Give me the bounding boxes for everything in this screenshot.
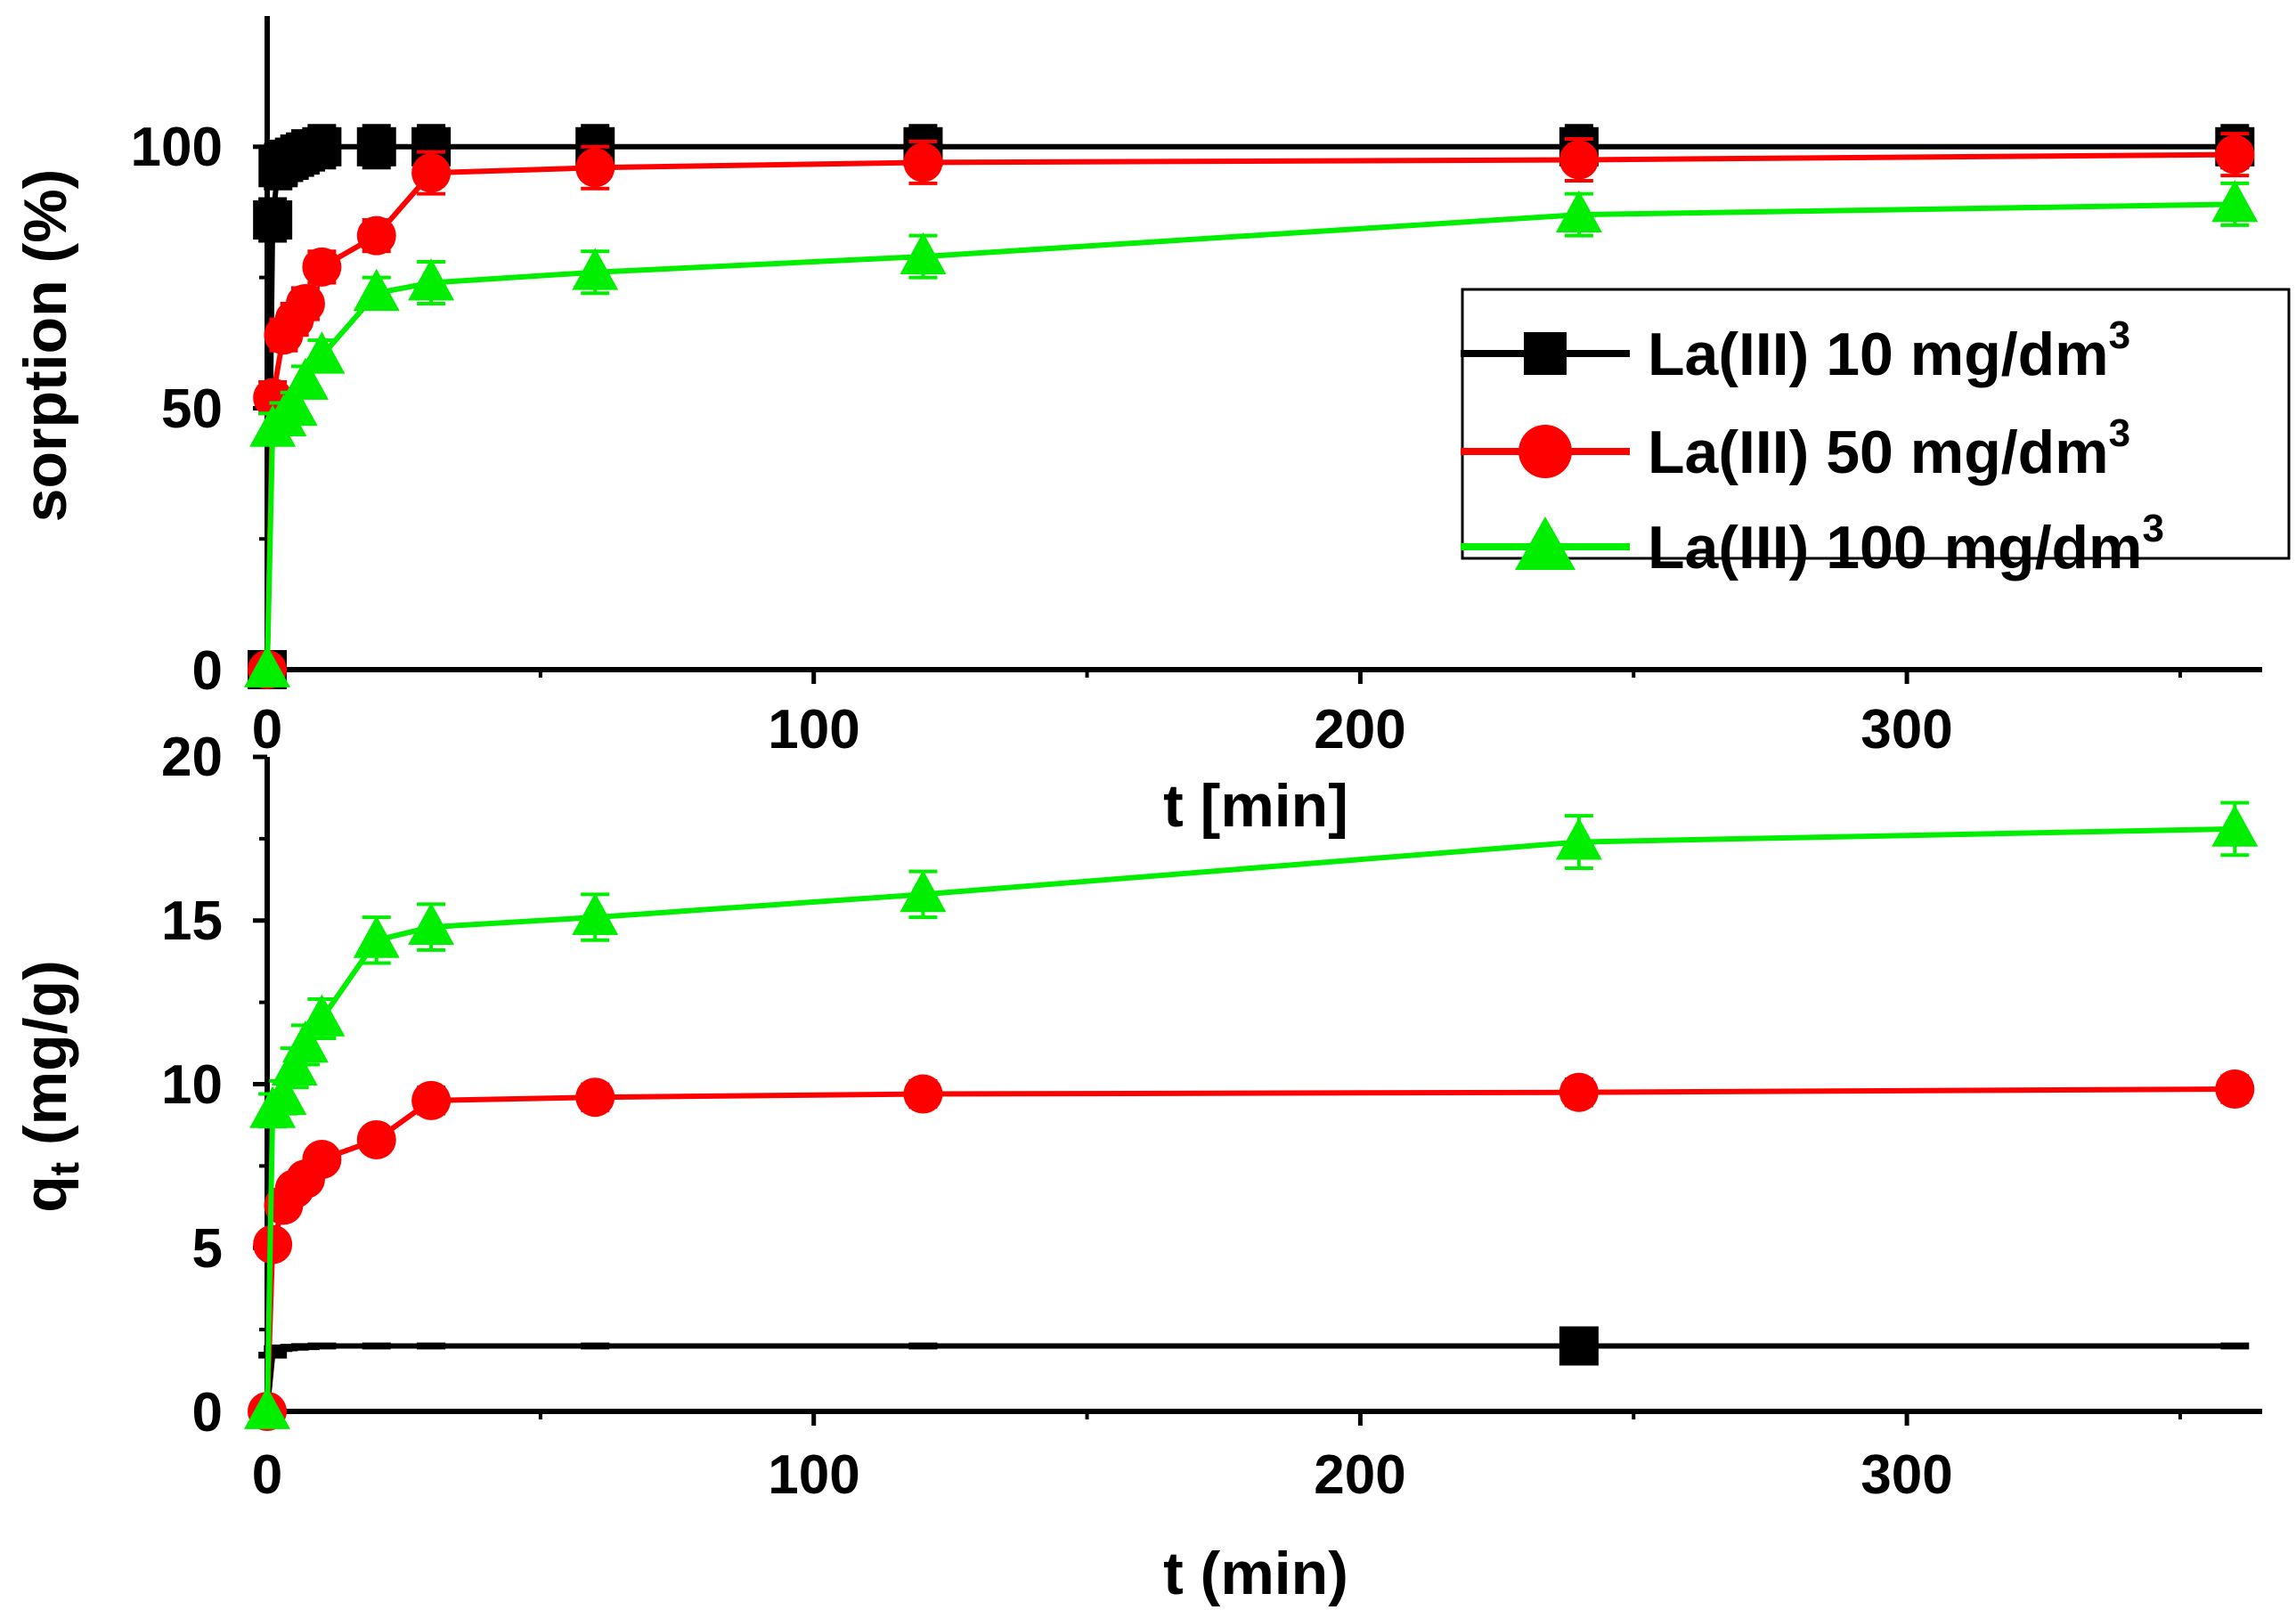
bottom-data-point-triangle <box>2211 804 2259 847</box>
bottom-data-point-triangle <box>298 994 346 1037</box>
bottom-data-point-triangle <box>900 869 947 913</box>
bottom-ytick-label: 15 <box>161 890 223 952</box>
top-data-point-triangle <box>244 645 290 687</box>
bottom-series-2 <box>248 1069 2255 1431</box>
legend-label-50-sup: 3 <box>2109 411 2130 455</box>
bottom-series-line <box>265 825 2235 1412</box>
bottom-data-point-circle <box>302 1140 342 1180</box>
top-ytick-label: 100 <box>131 117 223 178</box>
bottom-data-point-triangle <box>572 892 619 935</box>
top-x-axis-label: t [min] <box>1163 772 1348 840</box>
top-data-point-circle <box>1559 140 1599 180</box>
bottom-data-point-circle <box>2215 1069 2255 1110</box>
bottom-xtick-label: 100 <box>768 1444 859 1506</box>
top-data-point-triangle <box>281 357 329 400</box>
sorption-panel: 0 50 100 0 100 200 300 t [min] sorption … <box>12 16 2262 840</box>
top-data-point-circle <box>2215 134 2255 175</box>
bottom-data-point-circle <box>411 1080 452 1120</box>
top-series-3 <box>244 179 2259 687</box>
top-series-2 <box>248 132 2255 689</box>
bottom-xtick-label: 200 <box>1314 1444 1405 1506</box>
top-ytick-label: 0 <box>192 640 223 702</box>
top-xtick-label: 0 <box>252 699 282 760</box>
bottom-data-point-circle <box>356 1119 396 1159</box>
bottom-data-point-triangle <box>281 1020 329 1063</box>
bottom-ytick-label: 5 <box>192 1218 223 1280</box>
bottom-series-line <box>265 1086 2235 1412</box>
top-data-point-circle <box>411 153 452 193</box>
bottom-x-axis-label: t (min) <box>1163 1540 1348 1607</box>
capacity-panel: 0 5 10 15 20 0 100 200 300 t (min) qt (m… <box>12 727 2262 1607</box>
legend-label-100-sup: 3 <box>2142 507 2163 550</box>
bottom-ytick-label: 0 <box>192 1382 223 1443</box>
bottom-series-3 <box>244 801 2259 1429</box>
top-data-point-circle <box>575 148 615 188</box>
top-series-layer <box>244 124 2259 689</box>
top-data-point-triangle <box>353 268 400 312</box>
bottom-ytick-label: 10 <box>161 1054 223 1116</box>
legend-box <box>1461 288 2291 560</box>
legend-label-10-sup: 3 <box>2109 313 2130 357</box>
top-data-point-square <box>253 200 293 240</box>
bottom-series-1 <box>258 1326 2250 1412</box>
bottom-data-point-triangle <box>408 902 455 945</box>
top-data-point-triangle <box>900 232 947 275</box>
top-data-point-circle <box>356 215 396 256</box>
top-xtick-label: 100 <box>768 699 859 760</box>
bottom-data-point-triangle <box>1555 817 1602 860</box>
bottom-y-axis-label: qt (mg/g) <box>12 960 87 1213</box>
top-data-point-triangle <box>298 331 346 374</box>
top-xtick-label: 200 <box>1314 699 1405 760</box>
bottom-data-point-circle <box>903 1074 943 1114</box>
bottom-data-point-triangle <box>244 1386 290 1429</box>
bottom-series-layer <box>244 801 2259 1431</box>
legend-square-marker <box>1524 332 1567 375</box>
bottom-y-label-rest: (mg/g) <box>12 960 79 1162</box>
top-data-point-triangle <box>572 248 619 290</box>
top-data-point-triangle <box>2211 179 2259 223</box>
bottom-data-point-square <box>1559 1326 1599 1366</box>
legend-label-10: La(III) 10 mg/dm3 <box>1648 313 2130 388</box>
top-ytick-label: 50 <box>161 378 223 440</box>
legend-entry: La(III) 10 mg/dm3 <box>1461 313 2130 388</box>
legend-label-50-text: La(III) 50 mg/dm <box>1648 419 2109 486</box>
bottom-data-point-triangle <box>353 915 400 958</box>
top-data-point-triangle <box>271 383 318 427</box>
bottom-data-point-triangle <box>260 1072 307 1116</box>
bottom-series-line <box>265 1343 2235 1412</box>
top-y-axis-label: sorption (%) <box>12 169 79 523</box>
legend-label-10-text: La(III) 10 mg/dm <box>1648 321 2109 388</box>
bottom-xtick-label: 0 <box>252 1444 282 1506</box>
legend-label-100-text: La(III) 100 mg/dm <box>1648 514 2142 581</box>
bottom-y-label-q: q <box>12 1175 79 1213</box>
legend-entry: La(III) 50 mg/dm3 <box>1461 411 2130 486</box>
legend-entry: La(III) 100 mg/dm3 <box>1461 507 2164 581</box>
top-data-point-square <box>356 126 396 167</box>
legend: La(III) 10 mg/dm3 La(III) 50 mg/dm3 La(I… <box>1461 288 2291 581</box>
top-data-point-square <box>302 126 342 167</box>
legend-triangle-marker <box>1515 516 1575 570</box>
bottom-ytick-label: 20 <box>161 727 223 788</box>
bottom-y-label-sub: t <box>41 1162 87 1175</box>
legend-label-100: La(III) 100 mg/dm3 <box>1648 507 2164 581</box>
bottom-data-point-circle <box>1559 1072 1599 1112</box>
bottom-xtick-label: 300 <box>1860 1444 1952 1506</box>
legend-label-50: La(III) 50 mg/dm3 <box>1648 411 2130 486</box>
top-data-point-circle <box>903 142 943 183</box>
legend-circle-marker <box>1518 425 1572 478</box>
top-xtick-label: 300 <box>1860 699 1952 760</box>
top-data-point-triangle <box>1555 190 1602 233</box>
top-data-point-circle <box>302 247 342 287</box>
top-data-point-circle <box>285 283 325 323</box>
bottom-data-point-circle <box>575 1077 615 1118</box>
top-data-point-triangle <box>408 258 455 301</box>
